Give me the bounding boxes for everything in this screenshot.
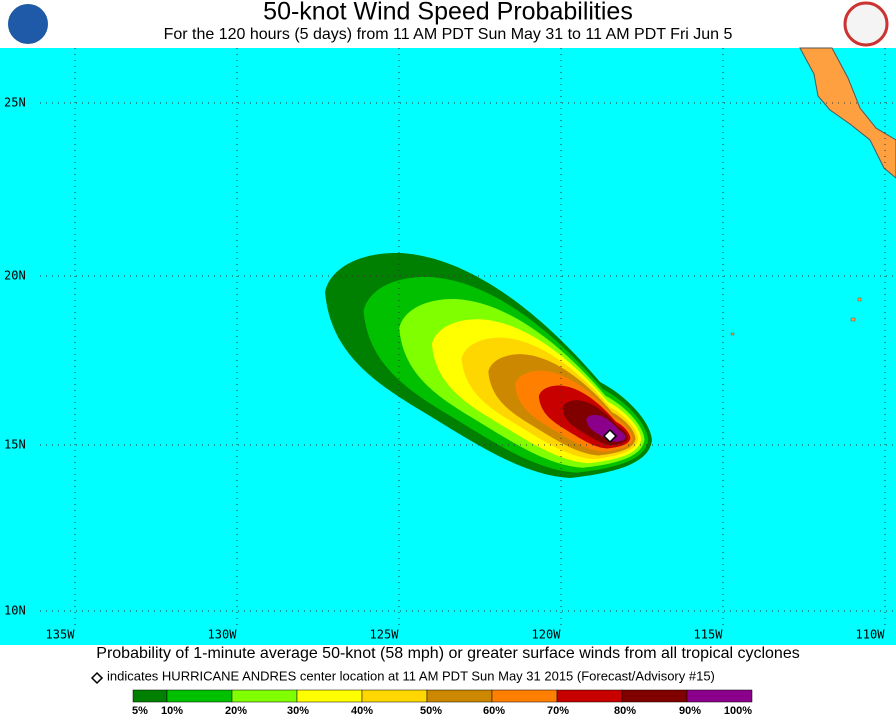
legend-label: 90% xyxy=(679,705,701,716)
legend-swatch xyxy=(132,689,168,703)
legend-label: 30% xyxy=(287,705,309,716)
subtitle: For the 120 hours (5 days) from 11 AM PD… xyxy=(164,26,733,43)
lon-label: 135W xyxy=(46,628,76,642)
diamond-icon xyxy=(90,671,104,685)
legend-label: 10% xyxy=(161,705,183,716)
lat-label: 10N xyxy=(4,604,26,618)
legend-label: 40% xyxy=(351,705,373,716)
lat-label: 15N xyxy=(4,438,26,452)
legend-swatch xyxy=(621,689,688,703)
lon-label: 130W xyxy=(208,628,238,642)
legend-label: 80% xyxy=(614,705,636,716)
legend-swatch xyxy=(361,689,428,703)
legend-label: 70% xyxy=(547,705,569,716)
title: 50-knot Wind Speed Probabilities xyxy=(263,0,633,26)
map: 25N 20N 15N 10N 135W 130W 125W 120W 115W… xyxy=(0,47,896,645)
grid xyxy=(40,48,896,625)
noaa-logo xyxy=(6,2,50,46)
nws-logo xyxy=(843,1,889,47)
land xyxy=(799,47,896,179)
legend-label: 60% xyxy=(483,705,505,716)
islands xyxy=(730,297,862,336)
lon-label: 115W xyxy=(694,628,724,642)
lon-label: 120W xyxy=(532,628,562,642)
legend-swatch xyxy=(426,689,493,703)
lon-label: 110W xyxy=(856,628,886,642)
legend-swatch xyxy=(556,689,623,703)
legend-label: 20% xyxy=(225,705,247,716)
note: indicates HURRICANE ANDRES center locati… xyxy=(107,668,715,683)
lon-label: 125W xyxy=(370,628,400,642)
lat-label: 20N xyxy=(4,269,26,283)
legend-swatch xyxy=(166,689,233,703)
probability-contours xyxy=(325,252,652,478)
legend-swatch xyxy=(296,689,363,703)
storm-center xyxy=(602,428,618,444)
legend-label: 5% xyxy=(132,705,148,716)
lat-label: 25N xyxy=(4,96,26,110)
legend-label: 100% xyxy=(724,705,752,716)
legend-label: 50% xyxy=(420,705,442,716)
legend-swatch xyxy=(491,689,558,703)
legend-swatch xyxy=(231,689,298,703)
caption: Probability of 1-minute average 50-knot … xyxy=(96,645,799,662)
legend: 5% 10% 20% 30% 40% 50% 60% 70% 80% 90% 100% xyxy=(132,689,753,716)
legend-swatch xyxy=(686,689,753,703)
